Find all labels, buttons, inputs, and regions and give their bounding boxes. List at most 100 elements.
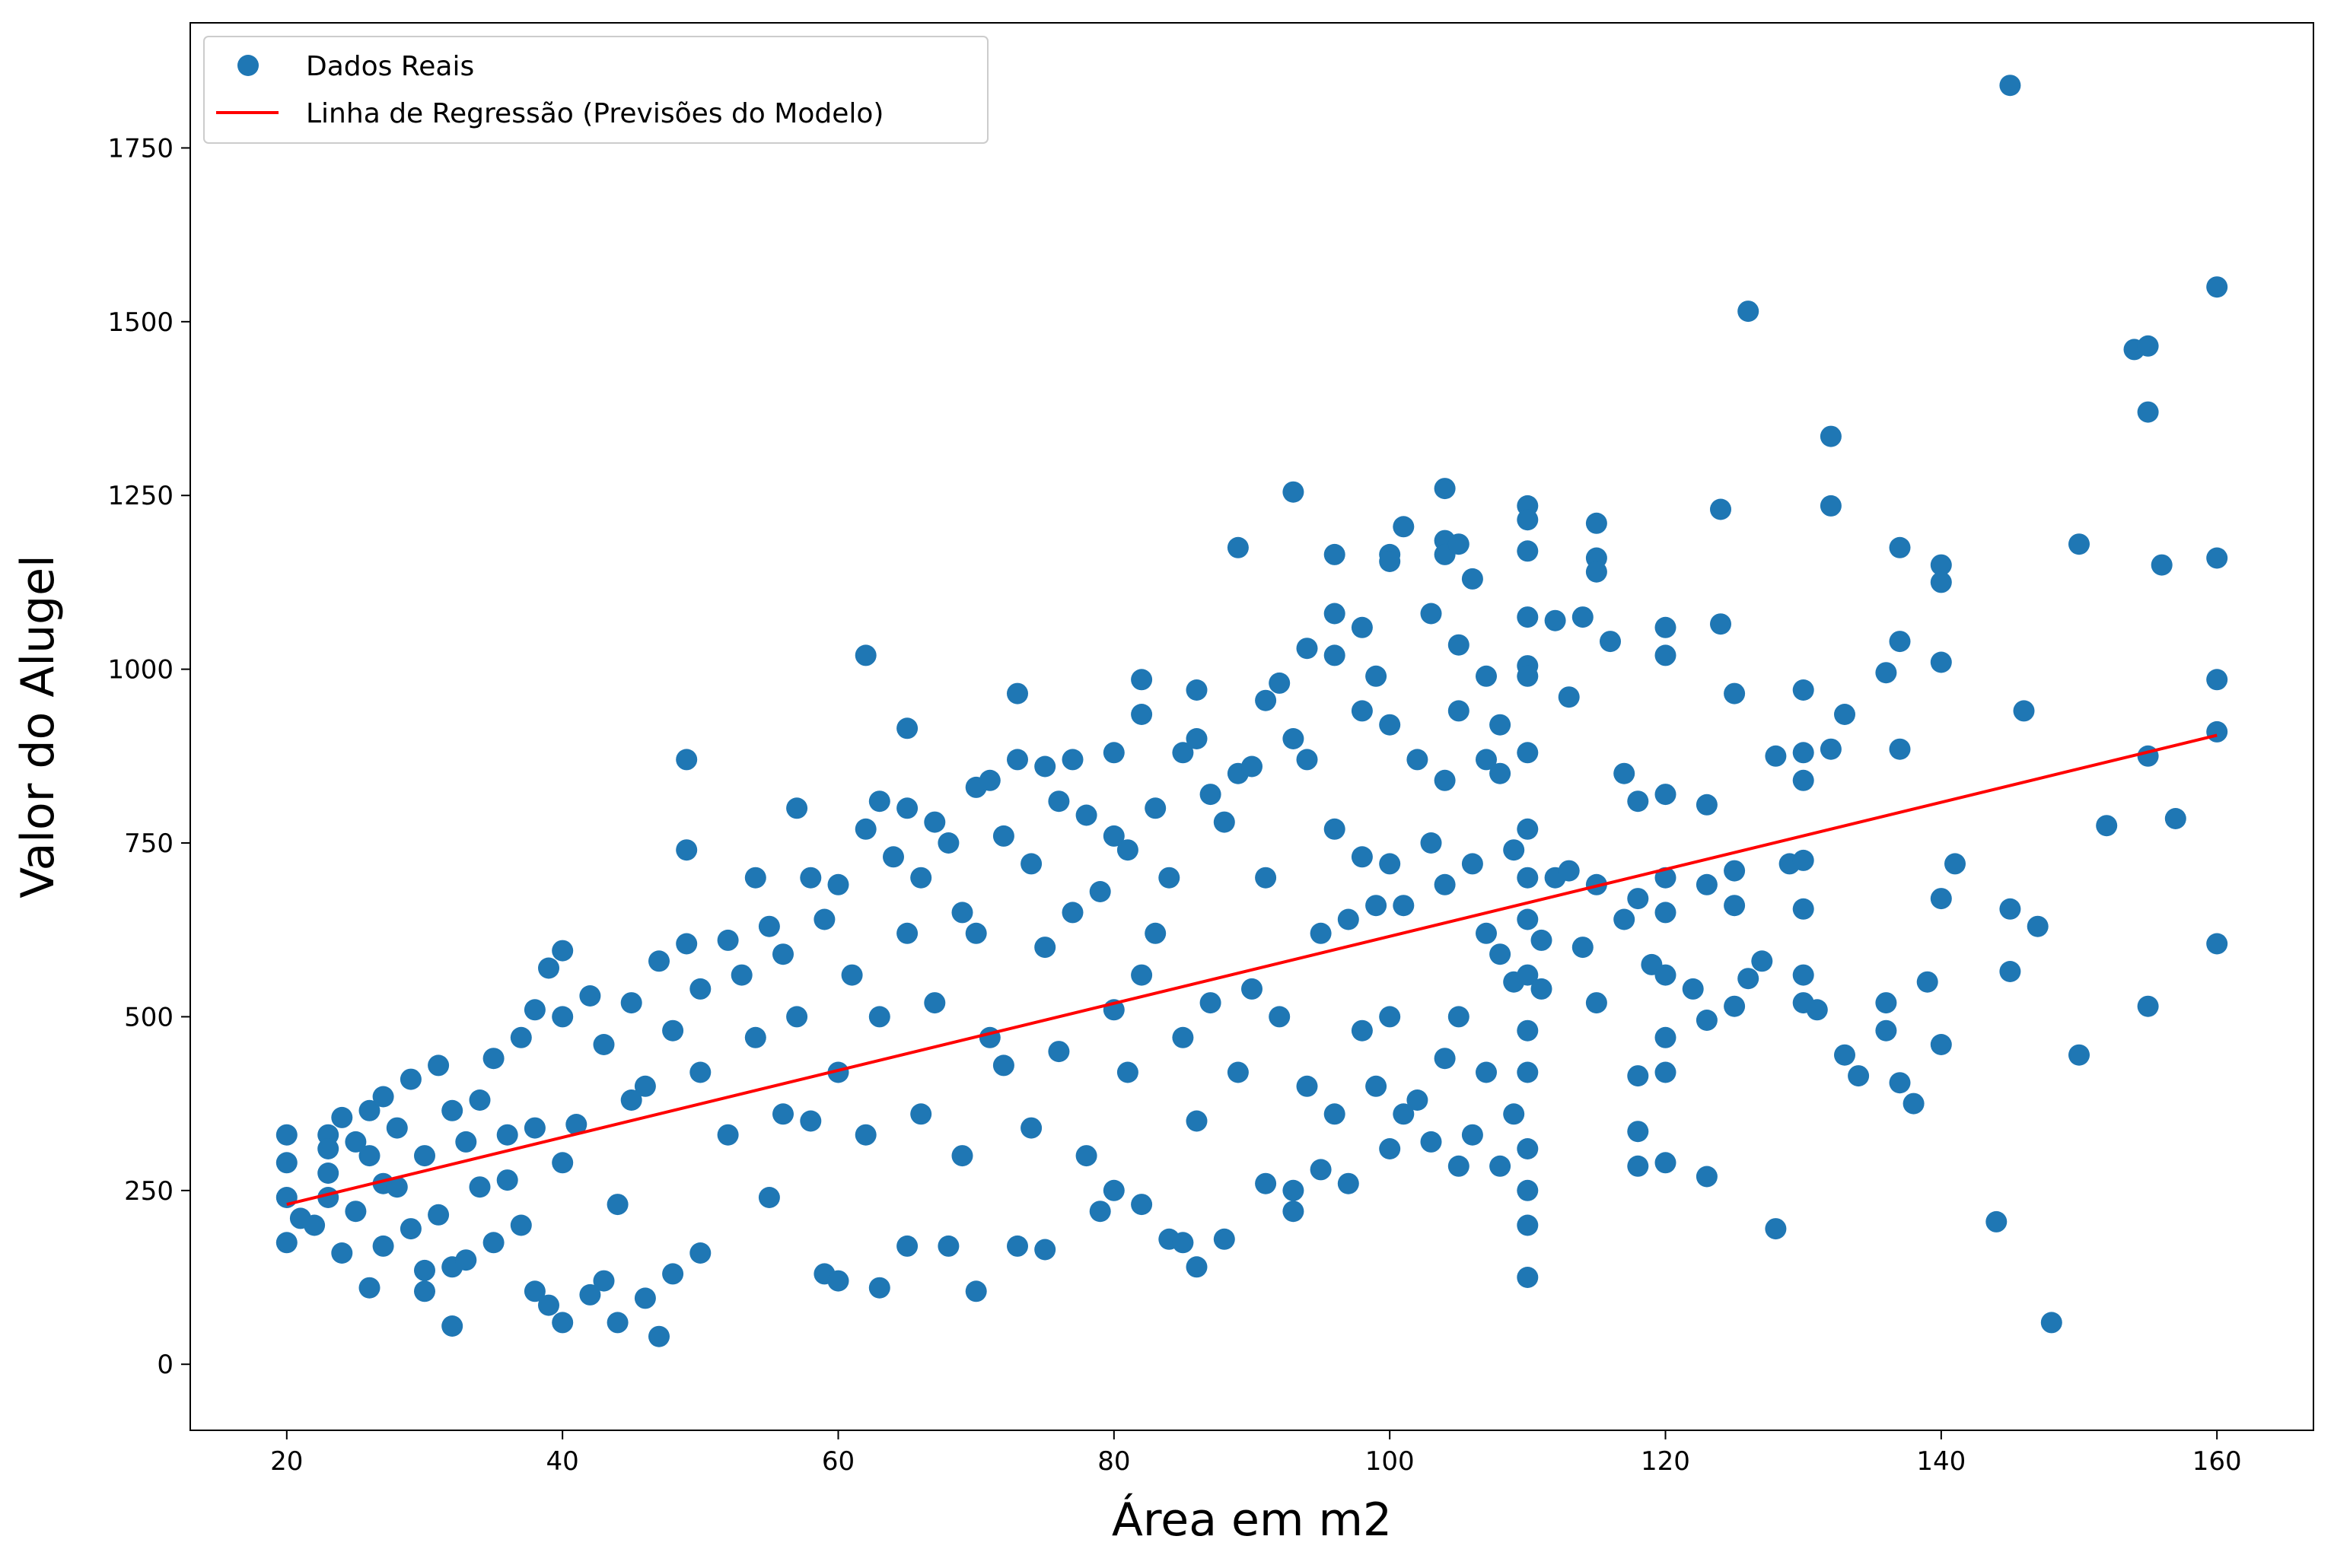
data-point [482,1048,505,1070]
data-point [345,1201,367,1223]
data-point [1007,749,1028,771]
data-point [1558,860,1580,882]
data-point [1517,1138,1539,1159]
legend-marker-dados-reais [237,55,259,76]
y-tick-label: 1750 [107,133,174,164]
data-point [1654,1152,1676,1174]
data-point [2137,995,2159,1017]
data-point [1131,704,1153,725]
regression-line-layer [286,733,2218,1207]
data-point [1282,728,1304,749]
data-point [896,922,919,944]
data-point [1269,1006,1291,1028]
y-tick-label: 750 [124,829,174,859]
data-point [1461,568,1483,590]
data-point [579,985,601,1007]
data-point [304,1214,326,1236]
data-point [1724,995,1746,1017]
data-point [1517,742,1539,764]
data-point [648,950,670,972]
data-point [1696,794,1718,816]
x-tick-label: 40 [546,1446,579,1477]
x-tick-label: 120 [1641,1446,1690,1477]
data-point [634,1075,656,1097]
data-point [1323,644,1345,666]
data-point [441,1099,463,1121]
data-point [1517,540,1539,562]
data-point [1227,536,1249,558]
data-point [1517,606,1539,628]
data-point [1365,1075,1387,1097]
data-point [1310,1159,1332,1181]
data-point [1517,867,1539,889]
data-point [924,992,946,1014]
data-point [345,1131,367,1153]
data-point [1447,634,1469,656]
data-point [1434,478,1456,500]
data-point [1351,700,1373,722]
data-point [1406,1089,1428,1111]
data-point [1186,1256,1208,1278]
data-point [414,1280,435,1302]
data-point [786,797,808,819]
data-point [1765,1218,1787,1240]
data-point [1186,679,1208,701]
y-tick-label: 1500 [107,307,174,338]
y-tick-label: 0 [157,1350,174,1380]
data-point [1282,481,1304,503]
data-point [1075,1145,1097,1167]
data-point [1834,704,1855,725]
data-point [1627,888,1649,910]
data-point [1792,964,1814,986]
data-point [1379,714,1401,736]
data-point [1710,498,1731,520]
data-point [1447,533,1469,555]
data-point [1834,1044,1855,1066]
data-point [358,1145,381,1167]
legend: Dados Reais Linha de Regressão (Previsõe… [203,36,989,144]
data-point [2068,1044,2090,1066]
data-point [1034,1239,1056,1261]
data-point [1213,1228,1235,1250]
data-point [1351,616,1373,638]
data-point [1062,902,1084,924]
data-point [1627,1155,1649,1177]
data-point [1186,728,1208,749]
data-point [1792,898,1814,920]
data-point [676,933,698,955]
data-point [1393,895,1415,917]
data-point [1269,672,1291,694]
data-point [1365,665,1387,687]
data-point [2206,276,2228,298]
data-point [1696,1010,1718,1031]
data-point [1627,790,1649,813]
data-point [2137,335,2159,357]
data-point [1724,895,1746,917]
data-point [1724,682,1746,704]
data-point [841,964,863,986]
data-point [1007,682,1028,704]
data-point [1103,1179,1125,1201]
data-point [607,1312,629,1334]
data-point [1654,902,1676,924]
data-point [827,1061,849,1083]
data-point [1379,1006,1401,1028]
y-axis-ticks: 0 250 500 750 1000 1250 1500 1750 [107,133,190,1380]
data-point [524,1280,546,1302]
x-tick-label: 20 [270,1446,303,1477]
scatter-points [275,75,2228,1347]
data-point [1116,1061,1138,1083]
data-point [758,1187,780,1208]
data-point [1447,700,1469,722]
data-point [317,1162,339,1184]
data-point [1710,613,1731,635]
data-point [538,957,559,979]
data-point [1585,992,1607,1014]
data-point [1434,1048,1456,1070]
x-tick-label: 140 [1916,1446,1966,1477]
data-point [1131,1194,1153,1216]
x-tick-label: 80 [1097,1446,1130,1477]
data-point [938,1235,960,1257]
data-point [1447,1006,1469,1028]
data-point [1503,1103,1525,1125]
